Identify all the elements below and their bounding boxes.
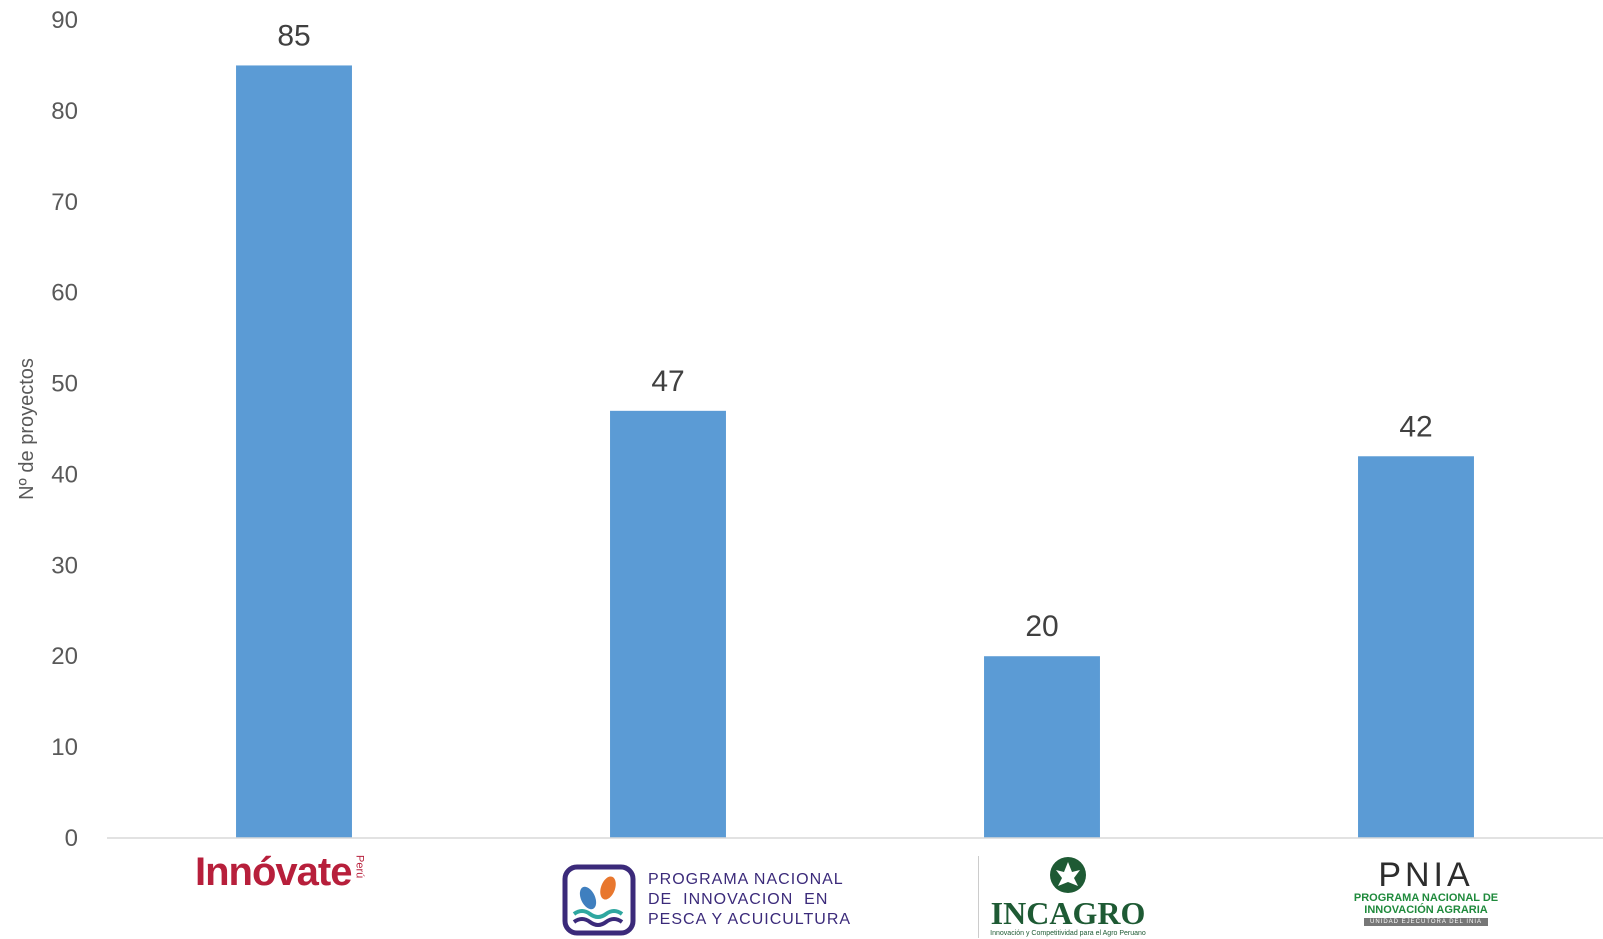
- data-label: 20: [1025, 610, 1058, 643]
- data-label: 47: [651, 365, 684, 398]
- pnipa-logo-text: PROGRAMA NACIONAL DE INNOVACION EN PESCA…: [648, 871, 852, 928]
- pnia-logo-word: PNIA: [1378, 856, 1474, 894]
- data-label: 42: [1399, 410, 1432, 443]
- y-tick-label: 70: [51, 189, 78, 216]
- pnia-logo-bar: UNIDAD EJECUTORA DEL INIA: [1363, 918, 1489, 926]
- innovate-logo-word: Innóvate: [195, 849, 352, 894]
- y-axis-ticks: 0 10 20 30 40 50 60 70 80 90: [51, 7, 78, 852]
- bars: [236, 65, 1474, 838]
- pnia-logo-line1: PROGRAMA NACIONAL DE: [1353, 892, 1499, 904]
- bar: [1358, 456, 1474, 838]
- y-tick-label: 80: [51, 98, 78, 125]
- category-logo-pnipa: PROGRAMA NACIONAL DE INNOVACION EN PESCA…: [562, 864, 851, 936]
- incagro-logo-tagline: Innovación y Competitividad para el Agro…: [990, 930, 1146, 937]
- y-tick-label: 40: [51, 461, 78, 488]
- y-tick-label: 30: [51, 552, 78, 579]
- pnia-logo-line2: INNOVACIÓN AGRARIA: [1364, 904, 1488, 916]
- y-tick-label: 60: [51, 280, 78, 307]
- y-tick-label: 90: [51, 7, 78, 34]
- category-logo-incagro: INCAGRO Innovación y Competitividad para…: [978, 856, 1157, 938]
- y-tick-label: 0: [65, 825, 78, 852]
- y-tick-label: 10: [51, 734, 78, 761]
- fish-waves-icon: [562, 864, 636, 936]
- innovate-logo-suffix: Perú: [353, 855, 366, 879]
- data-labels: 85 47 20 42: [277, 19, 1432, 643]
- bar: [610, 410, 726, 838]
- bar: [984, 656, 1100, 838]
- bar: [236, 65, 352, 838]
- incagro-logo-word: INCAGRO: [990, 895, 1146, 931]
- category-logo-innovate: Innóvate Perú: [195, 846, 365, 898]
- y-axis-label: Nº de proyectos: [16, 358, 38, 500]
- leaf-emblem-icon: [1050, 857, 1086, 893]
- category-logo-pnia: PNIA PROGRAMA NACIONAL DE INNOVACIÓN AGR…: [1353, 856, 1499, 938]
- y-tick-label: 50: [51, 371, 78, 398]
- data-label: 85: [277, 19, 310, 52]
- y-tick-label: 20: [51, 643, 78, 670]
